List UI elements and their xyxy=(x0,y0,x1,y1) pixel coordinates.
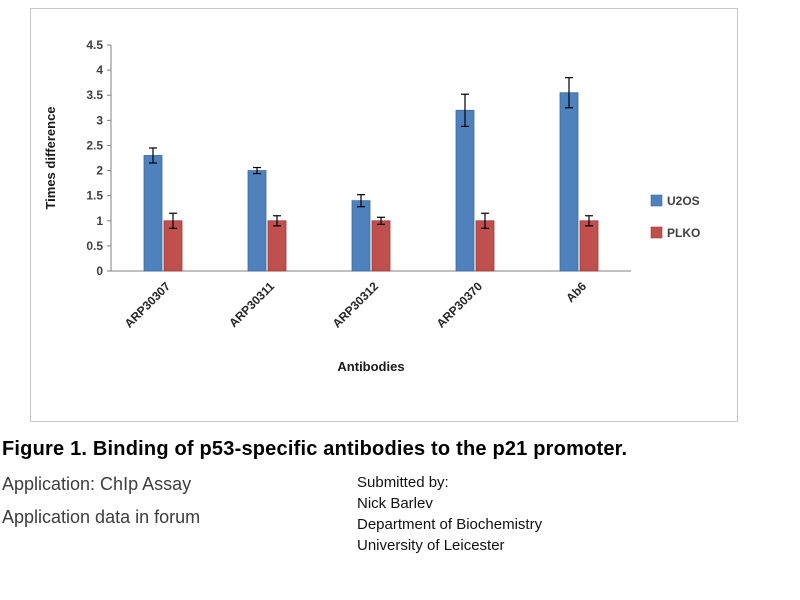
legend-swatch-plko xyxy=(650,226,663,239)
bar-u2os-Ab6 xyxy=(559,92,579,272)
bar-plko-ARP30312 xyxy=(371,220,391,272)
application-type-text: Application: ChIp Assay xyxy=(2,474,192,494)
bar-plko-ARP30311 xyxy=(267,220,287,272)
bar-u2os-ARP30370 xyxy=(455,109,475,272)
bar-chart: 0 0.5 1 1.5 2 2.5 3 3.5 4 4.5 ARP30307 ARP30311 ARP3… xyxy=(30,8,738,422)
submitter-name: Nick Barlev xyxy=(357,495,433,512)
legend-label-u2os: U2OS xyxy=(667,194,700,208)
y-tick-label: 3.5 xyxy=(86,88,103,102)
chart-svg: 0 0.5 1 1.5 2 2.5 3 3.5 4 4.5 ARP30307 ARP30311 ARP3… xyxy=(43,38,700,374)
submitted-by-block: Submitted by: Nick Barlev Department of … xyxy=(357,472,542,556)
y-tick-label: 1 xyxy=(96,214,103,228)
legend-label-plko: PLKO xyxy=(667,226,700,240)
x-category-label: Ab6 xyxy=(563,279,589,305)
y-tick-label: 4.5 xyxy=(86,38,103,52)
bar-u2os-ARP30311 xyxy=(247,170,267,272)
y-tick-label: 3 xyxy=(96,113,103,127)
x-axis-title: Antibodies xyxy=(337,359,404,374)
y-tick-label: 2.5 xyxy=(86,138,103,152)
y-tick-label: 2 xyxy=(96,164,103,178)
x-category-label: ARP30307 xyxy=(122,279,174,331)
submitter-institution: University of Leicester xyxy=(357,537,505,554)
submitter-department: Department of Biochemistry xyxy=(357,516,543,533)
x-category-label: ARP30311 xyxy=(226,279,277,330)
y-tick-label: 4 xyxy=(96,63,103,77)
submitted-by-heading: Submitted by: xyxy=(357,474,449,491)
y-tick-label: 1.5 xyxy=(86,189,103,203)
y-axis-title: Times difference xyxy=(43,106,58,209)
x-category-label: ARP30370 xyxy=(434,279,486,331)
bar-plko-Ab6 xyxy=(579,220,599,272)
y-tick-label: 0 xyxy=(96,264,103,278)
x-category-label: ARP30312 xyxy=(330,279,382,331)
y-tick-label: 0.5 xyxy=(86,239,103,253)
bar-u2os-ARP30307 xyxy=(143,155,163,272)
legend-swatch-u2os xyxy=(650,194,663,207)
bar-u2os-ARP30312 xyxy=(351,200,371,272)
application-forum-link-text: Application data in forum xyxy=(2,507,201,527)
figure-caption: Figure 1. Binding of p53-specific antibo… xyxy=(2,438,628,460)
